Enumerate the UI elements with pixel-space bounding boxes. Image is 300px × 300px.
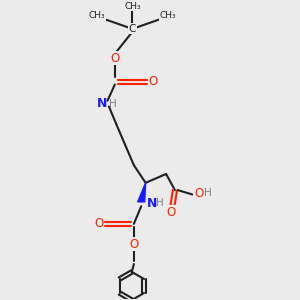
- Text: C: C: [129, 24, 136, 34]
- Text: H: H: [157, 198, 164, 208]
- Text: O: O: [129, 238, 139, 251]
- Text: O: O: [110, 52, 119, 65]
- Text: O: O: [148, 75, 158, 88]
- Text: CH₃: CH₃: [159, 11, 176, 20]
- Text: O: O: [166, 206, 175, 219]
- Text: CH₃: CH₃: [124, 2, 141, 10]
- Text: O: O: [194, 187, 203, 200]
- Text: H: H: [204, 188, 212, 198]
- Text: H: H: [109, 99, 117, 109]
- Text: CH₃: CH₃: [89, 11, 106, 20]
- Text: O: O: [94, 217, 103, 230]
- Polygon shape: [138, 183, 146, 202]
- Text: N: N: [146, 197, 157, 210]
- Text: N: N: [97, 97, 107, 110]
